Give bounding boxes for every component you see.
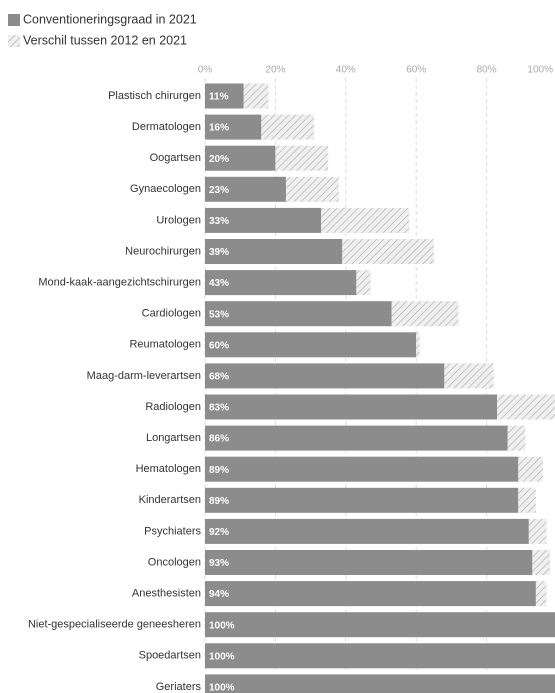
legend-swatch xyxy=(8,14,20,26)
bar-segment xyxy=(205,332,417,358)
bar-segment xyxy=(528,518,547,544)
value-label: 68% xyxy=(209,372,229,383)
y-tick-label: Spoedartsen xyxy=(139,650,201,662)
bar-segment xyxy=(205,674,555,693)
bar-segment xyxy=(342,239,434,264)
y-tick-label: Oncologen xyxy=(148,556,201,568)
y-tick-label: Radiologen xyxy=(145,401,201,413)
value-label: 43% xyxy=(209,278,229,289)
value-label: 23% xyxy=(209,185,229,196)
bar-segment xyxy=(205,612,555,638)
value-label: 94% xyxy=(209,589,229,600)
bar-segment xyxy=(205,456,519,482)
y-tick-label: Mond-kaak-aangezichtschirurgen xyxy=(38,277,201,289)
legend-label: Conventioneringsgraad in 2021 xyxy=(23,12,197,26)
y-tick-label: Maag-darm-leverartsen xyxy=(87,370,201,382)
bar-segment xyxy=(205,207,322,233)
bar-segment xyxy=(321,207,410,233)
bar-segment xyxy=(205,83,244,109)
y-tick-label: Cardiologen xyxy=(142,308,201,320)
bar-segment xyxy=(205,643,555,669)
bar-segment xyxy=(285,176,339,202)
x-tick-label: 20% xyxy=(265,65,285,76)
bar-segment xyxy=(205,270,357,296)
y-tick-label: Kinderartsen xyxy=(139,494,201,506)
bar-segment xyxy=(444,363,494,389)
legend-swatch xyxy=(8,35,20,47)
value-label: 20% xyxy=(209,154,229,165)
bar-segment xyxy=(507,425,526,451)
legend-label: Verschil tussen 2012 en 2021 xyxy=(23,33,187,47)
value-label: 60% xyxy=(209,340,229,351)
y-tick-label: Gynaecologen xyxy=(130,183,201,195)
bar-segment xyxy=(518,487,536,513)
value-label: 39% xyxy=(209,247,229,258)
value-label: 33% xyxy=(209,216,229,227)
value-label: 93% xyxy=(209,558,229,569)
bar-segment xyxy=(518,456,543,482)
bar-segment xyxy=(205,518,529,544)
bar-segment xyxy=(205,581,536,607)
bar-segment xyxy=(243,83,269,109)
x-tick-label: 60% xyxy=(406,65,426,76)
y-tick-label: Plastisch chirurgen xyxy=(108,90,201,102)
bar-segment xyxy=(416,332,420,358)
bar-segment xyxy=(205,145,276,171)
bar-segment xyxy=(205,239,343,264)
value-label: 92% xyxy=(209,527,229,538)
value-label: 16% xyxy=(209,123,229,134)
x-tick-label: 80% xyxy=(477,65,497,76)
bar-segment xyxy=(205,363,445,389)
bar-segment xyxy=(205,550,533,575)
y-tick-label: Anesthesisten xyxy=(132,588,201,600)
y-tick-label: Geriaters xyxy=(156,681,202,693)
value-label: 11% xyxy=(209,92,229,103)
bar-segment xyxy=(356,270,371,296)
y-tick-label: Reumatologen xyxy=(129,339,201,351)
y-tick-label: Neurochirurgen xyxy=(125,245,201,257)
bar-segment xyxy=(205,394,498,420)
value-label: 86% xyxy=(209,434,229,445)
bar-segment xyxy=(391,301,459,327)
value-label: 83% xyxy=(209,403,229,414)
x-tick-label: 0% xyxy=(198,65,213,76)
value-label: 53% xyxy=(209,309,229,320)
value-label: 100% xyxy=(209,683,235,693)
bar-segment xyxy=(205,114,262,140)
x-tick-label: 40% xyxy=(336,65,356,76)
bar-segment xyxy=(205,425,508,451)
value-label: 89% xyxy=(209,496,229,507)
value-label: 100% xyxy=(209,620,235,631)
x-tick-label: 100% xyxy=(527,65,553,76)
bar-segment xyxy=(535,581,547,607)
y-tick-label: Dermatologen xyxy=(132,121,201,133)
bar-segment xyxy=(532,550,550,575)
value-label: 100% xyxy=(209,651,235,662)
bar-segment xyxy=(497,394,555,420)
y-tick-label: Psychiaters xyxy=(144,525,201,537)
bar-segment xyxy=(205,301,392,327)
y-tick-label: Niet-gespecialiseerde geneesheren xyxy=(28,619,201,631)
value-label: 89% xyxy=(209,465,229,476)
bar-segment xyxy=(261,114,315,140)
y-tick-label: Hematologen xyxy=(136,463,201,475)
bar-segment xyxy=(205,487,519,513)
y-tick-label: Urologen xyxy=(156,214,201,226)
y-tick-label: Longartsen xyxy=(146,432,201,444)
y-tick-label: Oogartsen xyxy=(150,152,201,164)
bar-segment xyxy=(205,176,286,202)
bar-segment xyxy=(275,145,329,171)
